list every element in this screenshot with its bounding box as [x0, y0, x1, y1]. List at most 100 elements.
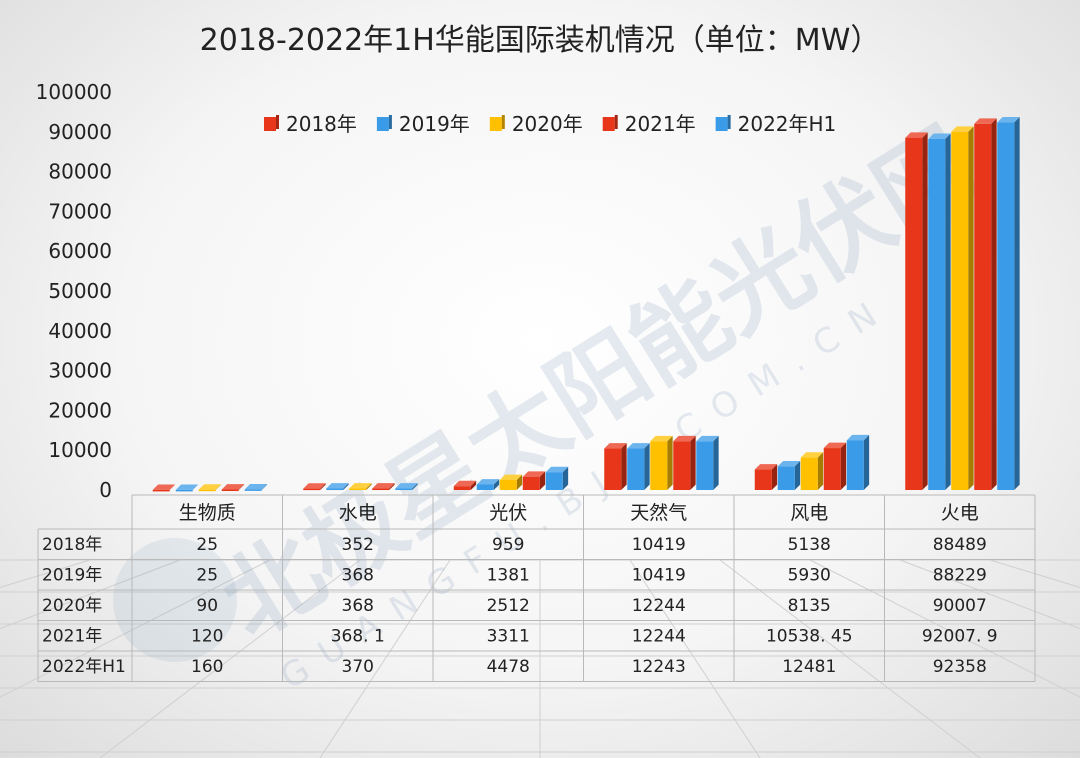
bar-side: [1014, 117, 1020, 490]
category-label: 火电: [941, 502, 979, 524]
bar-top: [545, 466, 569, 473]
bar-front: [522, 476, 540, 490]
data-label: 12244: [632, 596, 686, 616]
bar-side: [922, 132, 928, 491]
data-table: 生物质 水电 光伏 天然气 风电 火电 2018年 25 352 959 10419 5138 8848…: [37, 494, 1036, 682]
bar-side: [516, 474, 523, 490]
legend-swatch-side: [388, 115, 392, 129]
bar-front: [604, 448, 622, 490]
floor-line: [719, 559, 981, 758]
bar: [545, 466, 569, 490]
category-label: 风电: [790, 502, 828, 524]
bar-front: [823, 448, 841, 490]
bar: [152, 484, 176, 492]
bar-front: [673, 441, 691, 490]
data-label: 92007. 9: [922, 627, 998, 647]
data-label: 25: [196, 535, 218, 555]
bar-top: [499, 474, 523, 481]
bar: [395, 483, 418, 491]
bar-side: [621, 443, 627, 490]
watermark-main-text: 北极星太阳能光伏网: [203, 107, 995, 660]
bar-top: [372, 483, 395, 489]
data-label: 12243: [632, 657, 686, 677]
bar-top: [395, 483, 418, 489]
bar-side: [794, 460, 801, 490]
bar-side: [817, 452, 824, 490]
bar: [627, 443, 650, 490]
bar-top: [754, 464, 778, 470]
bar-top: [951, 126, 974, 132]
legend: 2018年 2019年 2020年 2021年 2022年H1: [264, 112, 836, 136]
watermark-logo-icon: [113, 538, 237, 662]
bar-top: [303, 483, 326, 489]
data-label: 368: [342, 596, 374, 616]
bar-front: [349, 488, 367, 491]
legend-swatch: [376, 117, 389, 131]
bar: [372, 483, 395, 491]
category-label: 生物质: [179, 502, 236, 524]
bar-side: [389, 483, 395, 490]
bar-top: [326, 483, 349, 489]
bar-top: [198, 484, 222, 490]
bar: [777, 460, 801, 490]
bar-top: [650, 435, 673, 442]
y-tick-label: 0: [99, 478, 112, 502]
bar-front: [974, 123, 992, 490]
bar: [221, 484, 245, 492]
data-label: 10538. 45: [766, 627, 853, 647]
bar-front: [951, 131, 969, 490]
bar-side: [667, 435, 673, 490]
data-label: 2512: [487, 596, 530, 616]
y-axis: 0 10000 20000 30000 40000 50000 60000 70000 8000…: [36, 80, 112, 502]
bar-side: [690, 435, 696, 490]
data-label: 25: [196, 566, 218, 586]
data-label: 92358: [933, 657, 987, 677]
bar-top: [175, 484, 199, 490]
bar-front: [545, 472, 563, 490]
bar-top: [604, 443, 627, 449]
bar-top: [846, 434, 870, 441]
floor-line: [99, 559, 361, 758]
bar-top: [522, 471, 546, 477]
bar-top: [673, 435, 696, 442]
bar: [951, 126, 974, 491]
bar-front: [303, 488, 321, 491]
legend-label: 2018年: [286, 112, 357, 136]
bar-top: [823, 442, 847, 449]
bar: [244, 483, 268, 491]
category-label: 水电: [339, 502, 377, 524]
chart-title: 2018-2022年1H华能国际装机情况（单位：MW）: [200, 23, 881, 58]
bar-top: [905, 132, 928, 138]
floor-line: [899, 559, 1080, 630]
bar: [905, 132, 928, 491]
bar-front: [453, 486, 471, 490]
bar: [453, 480, 477, 490]
bars: [152, 117, 1020, 492]
bar-side: [968, 126, 974, 491]
bar-side: [644, 443, 650, 490]
bar: [754, 464, 778, 490]
bar-front: [928, 138, 946, 491]
legend-label: 2021年: [625, 112, 696, 136]
legend-swatch-side: [614, 115, 618, 129]
data-label: 90: [196, 596, 218, 616]
bar-side: [238, 484, 245, 490]
bar-side: [192, 484, 199, 490]
bar-top: [800, 452, 824, 458]
bar-front: [905, 137, 923, 490]
bar-top: [152, 484, 176, 490]
bar: [499, 474, 523, 490]
y-tick-label: 80000: [48, 160, 112, 184]
data-label: 88489: [933, 535, 987, 555]
bar-side: [713, 435, 719, 490]
bar-side: [539, 471, 546, 490]
bar-front: [997, 122, 1015, 490]
data-label: 10419: [632, 535, 686, 555]
legend-swatch: [489, 117, 502, 131]
y-tick-label: 100000: [36, 80, 112, 104]
bar-side: [771, 464, 778, 490]
table-row-label: 2022年H1: [42, 657, 126, 677]
bar-side: [991, 118, 997, 490]
legend-swatch-side: [501, 115, 505, 129]
